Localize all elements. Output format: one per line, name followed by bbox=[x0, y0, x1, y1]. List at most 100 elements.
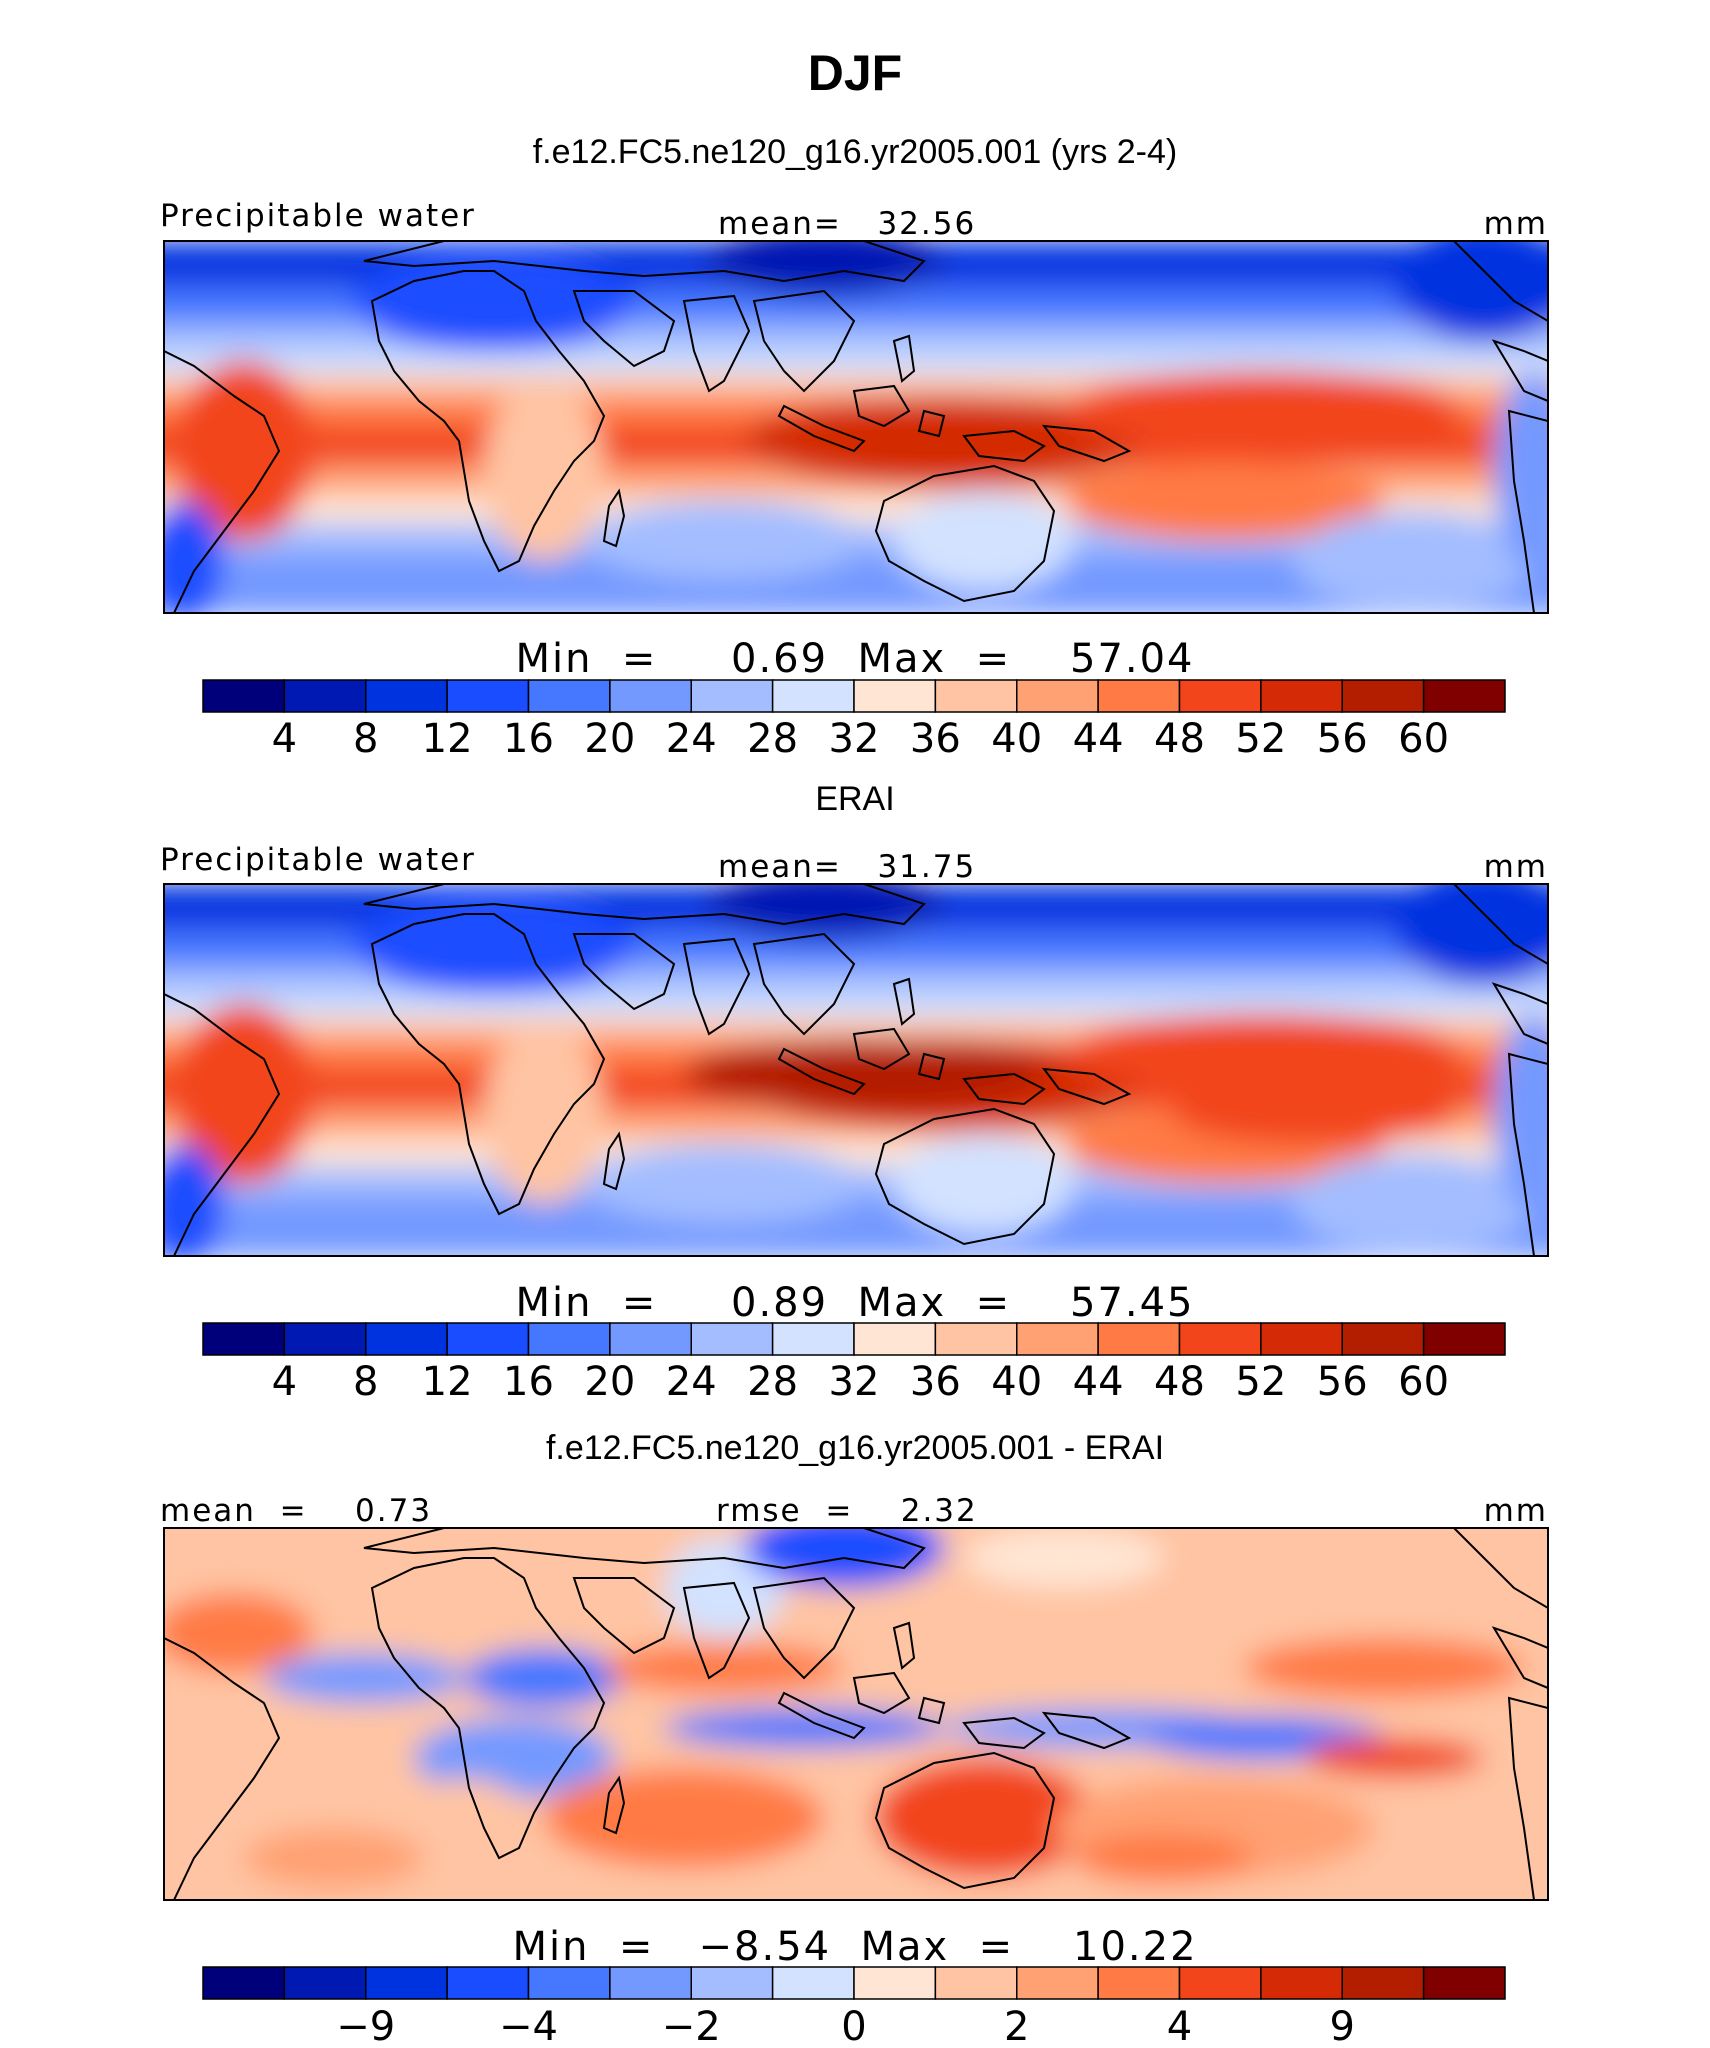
map-field bbox=[164, 1528, 1548, 1900]
colorbar-box bbox=[283, 1322, 367, 1356]
left-label: Precipitable water bbox=[160, 842, 476, 878]
colorbar-tick-label: 20 bbox=[584, 1359, 635, 1405]
colorbar-tick-label: 60 bbox=[1398, 716, 1449, 762]
colorbar-tick-label: 24 bbox=[666, 1359, 717, 1405]
colorbar-box bbox=[690, 1966, 774, 2000]
colorbar-tick-label: 48 bbox=[1154, 716, 1205, 762]
stats-label: Min = −8.54 Max = 10.22 bbox=[512, 1924, 1197, 1970]
colorbar: −9 −4 −2 0 2 4 9 bbox=[202, 1966, 1506, 2048]
colorbar-box bbox=[1097, 1322, 1181, 1356]
colorbar-box bbox=[446, 679, 530, 713]
units-label: mm bbox=[1484, 206, 1548, 242]
colorbar-tick-label: 44 bbox=[1073, 716, 1124, 762]
left-label: Precipitable water bbox=[160, 198, 476, 234]
colorbar-box bbox=[934, 1966, 1018, 2000]
units-label: mm bbox=[1484, 849, 1548, 885]
colorbar-tick-label: 28 bbox=[747, 1359, 798, 1405]
colorbar-tick-label: 8 bbox=[353, 1359, 378, 1405]
colorbar-tick-label: 56 bbox=[1317, 716, 1368, 762]
colorbar: 4 8 12 16 20 24 28 32 36 40 44 48 52 56 60 bbox=[202, 1322, 1506, 1405]
colorbar-box bbox=[365, 1322, 448, 1356]
colorbar-box bbox=[527, 679, 611, 713]
colorbar-box bbox=[853, 1966, 937, 2000]
colorbar-box bbox=[853, 1322, 937, 1356]
colorbar-box bbox=[283, 679, 367, 713]
colorbar-box bbox=[202, 1322, 286, 1356]
colorbar-tick-label: 12 bbox=[422, 716, 473, 762]
stats-label: Min = 0.89 Max = 57.45 bbox=[516, 1280, 1195, 1326]
colorbar-tick-label: 52 bbox=[1235, 716, 1286, 762]
colorbar-box bbox=[1016, 1322, 1099, 1356]
panel-title: f.e12.FC5.ne120_g16.yr2005.001 - ERAI bbox=[546, 1429, 1164, 1467]
colorbar-box bbox=[609, 1966, 692, 2000]
panel-title: f.e12.FC5.ne120_g16.yr2005.001 (yrs 2-4) bbox=[533, 133, 1178, 171]
colorbar-box bbox=[1097, 679, 1181, 713]
units-label: mm bbox=[1484, 1493, 1548, 1529]
colorbar-box bbox=[934, 679, 1018, 713]
colorbar-tick-label: 40 bbox=[991, 716, 1042, 762]
colorbar-box bbox=[1341, 679, 1425, 713]
colorbar-tick-label: 12 bbox=[422, 1359, 473, 1405]
colorbar-tick-label: 36 bbox=[910, 1359, 961, 1405]
panel-difference: f.e12.FC5.ne120_g16.yr2005.001 - ERAI me… bbox=[160, 1429, 1549, 2048]
colorbar-box bbox=[1178, 1966, 1262, 2000]
colorbar-tick-label: 44 bbox=[1073, 1359, 1124, 1405]
colorbar-tick-label: 24 bbox=[666, 716, 717, 762]
colorbar-tick-label: 32 bbox=[829, 1359, 880, 1405]
colorbar-tick-label: 9 bbox=[1330, 2004, 1355, 2048]
colorbar-tick-label: 28 bbox=[747, 716, 798, 762]
colorbar-box bbox=[1178, 1322, 1262, 1356]
colorbar-tick-label: 60 bbox=[1398, 1359, 1449, 1405]
colorbar-box bbox=[446, 1966, 530, 2000]
colorbar-tick-label: 16 bbox=[503, 716, 554, 762]
colorbar-box bbox=[1260, 1966, 1343, 2000]
colorbar-tick-label: 40 bbox=[991, 1359, 1042, 1405]
colorbar-tick-label: 4 bbox=[1167, 2004, 1192, 2048]
map-frame bbox=[163, 883, 1549, 1257]
colorbar-box bbox=[609, 1322, 692, 1356]
colorbar-box bbox=[1016, 1966, 1099, 2000]
map-field bbox=[164, 884, 1548, 1256]
colorbar-box bbox=[1260, 679, 1343, 713]
colorbar-tick-label: −9 bbox=[336, 2004, 395, 2048]
colorbar-box bbox=[609, 679, 692, 713]
colorbar-box bbox=[283, 1966, 367, 2000]
colorbar-box bbox=[853, 679, 937, 713]
colorbar-box bbox=[202, 679, 286, 713]
colorbar-box bbox=[690, 1322, 774, 1356]
map-frame bbox=[163, 1527, 1549, 1901]
colorbar-tick-label: 4 bbox=[272, 1359, 297, 1405]
colorbar-box bbox=[527, 1322, 611, 1356]
panel-title: ERAI bbox=[815, 780, 894, 818]
colorbar-box bbox=[1260, 1322, 1343, 1356]
colorbar-tick-label: 2 bbox=[1004, 2004, 1029, 2048]
colorbar-box bbox=[1341, 1322, 1425, 1356]
stats-label: Min = 0.69 Max = 57.04 bbox=[516, 636, 1195, 682]
colorbar-tick-label: 32 bbox=[829, 716, 880, 762]
center-label: mean= 31.75 bbox=[718, 849, 976, 885]
panel-erai: ERAI Precipitable water mean= 31.75 mm M… bbox=[160, 780, 1549, 1405]
colorbar-box bbox=[934, 1322, 1018, 1356]
center-label: rmse = 2.32 bbox=[716, 1493, 978, 1529]
colorbar-box bbox=[1178, 679, 1262, 713]
colorbar-box bbox=[365, 679, 448, 713]
colorbar-box bbox=[1097, 1966, 1181, 2000]
colorbar-box bbox=[365, 1966, 448, 2000]
colorbar-box bbox=[527, 1966, 611, 2000]
colorbar-tick-label: 48 bbox=[1154, 1359, 1205, 1405]
colorbar-tick-label: −4 bbox=[499, 2004, 558, 2048]
colorbar-box bbox=[1422, 1322, 1506, 1356]
colorbar-box bbox=[1422, 679, 1506, 713]
colorbar: 4 8 12 16 20 24 28 32 36 40 44 48 52 56 60 bbox=[202, 679, 1506, 762]
colorbar-tick-label: 16 bbox=[503, 1359, 554, 1405]
colorbar-tick-label: 36 bbox=[910, 716, 961, 762]
colorbar-tick-label: 20 bbox=[584, 716, 635, 762]
map-field bbox=[164, 241, 1548, 613]
panel-model: f.e12.FC5.ne120_g16.yr2005.001 (yrs 2-4)… bbox=[160, 133, 1549, 762]
colorbar-tick-label: 56 bbox=[1317, 1359, 1368, 1405]
map-frame bbox=[163, 240, 1549, 614]
colorbar-box bbox=[202, 1966, 286, 2000]
colorbar-box bbox=[1016, 679, 1099, 713]
colorbar-box bbox=[771, 679, 855, 713]
